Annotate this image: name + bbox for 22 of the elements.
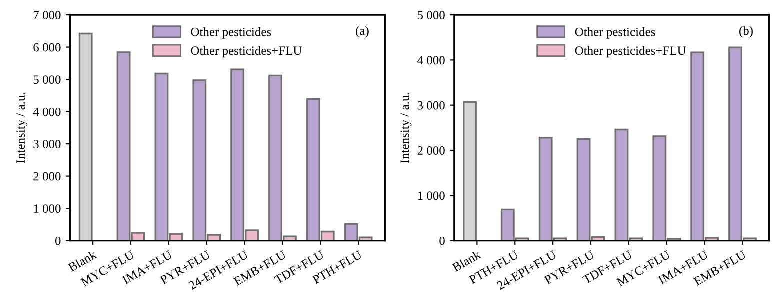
- y-tick-label: 4 000: [418, 56, 445, 65]
- y-tick-label: 6 000: [34, 43, 61, 52]
- y-tick-label: 3 000: [34, 140, 61, 149]
- legend-label: Other pesticides: [575, 28, 656, 39]
- y-tick-label: 7 000: [34, 11, 61, 20]
- legend-label: Other pesticides+FLU: [575, 46, 686, 58]
- y-tick-label: 3 000: [418, 101, 445, 110]
- y-tick-label: 1 000: [34, 204, 61, 214]
- y-tick-label: 4 000: [33, 108, 61, 116]
- y-tick-label: 5 000: [34, 76, 61, 84]
- legend-label: Other pesticides+FLU: [191, 46, 302, 58]
- y-tick-label: 0: [440, 236, 445, 246]
- annotation: (b): [740, 26, 753, 38]
- annotation: (a): [356, 26, 369, 38]
- y-tick-label: 1 000: [418, 192, 445, 200]
- y-axis-title: Intensity / a.u.: [16, 92, 28, 164]
- y-tick-label: 2 000: [34, 172, 61, 181]
- y-tick-label: 2 000: [418, 146, 445, 155]
- y-tick-label: 5 000: [418, 11, 445, 20]
- y-tick-label: 0: [55, 236, 61, 246]
- y-axis-title: Intensity / a.u.: [400, 92, 412, 164]
- legend-label: Other pesticides: [191, 28, 272, 39]
